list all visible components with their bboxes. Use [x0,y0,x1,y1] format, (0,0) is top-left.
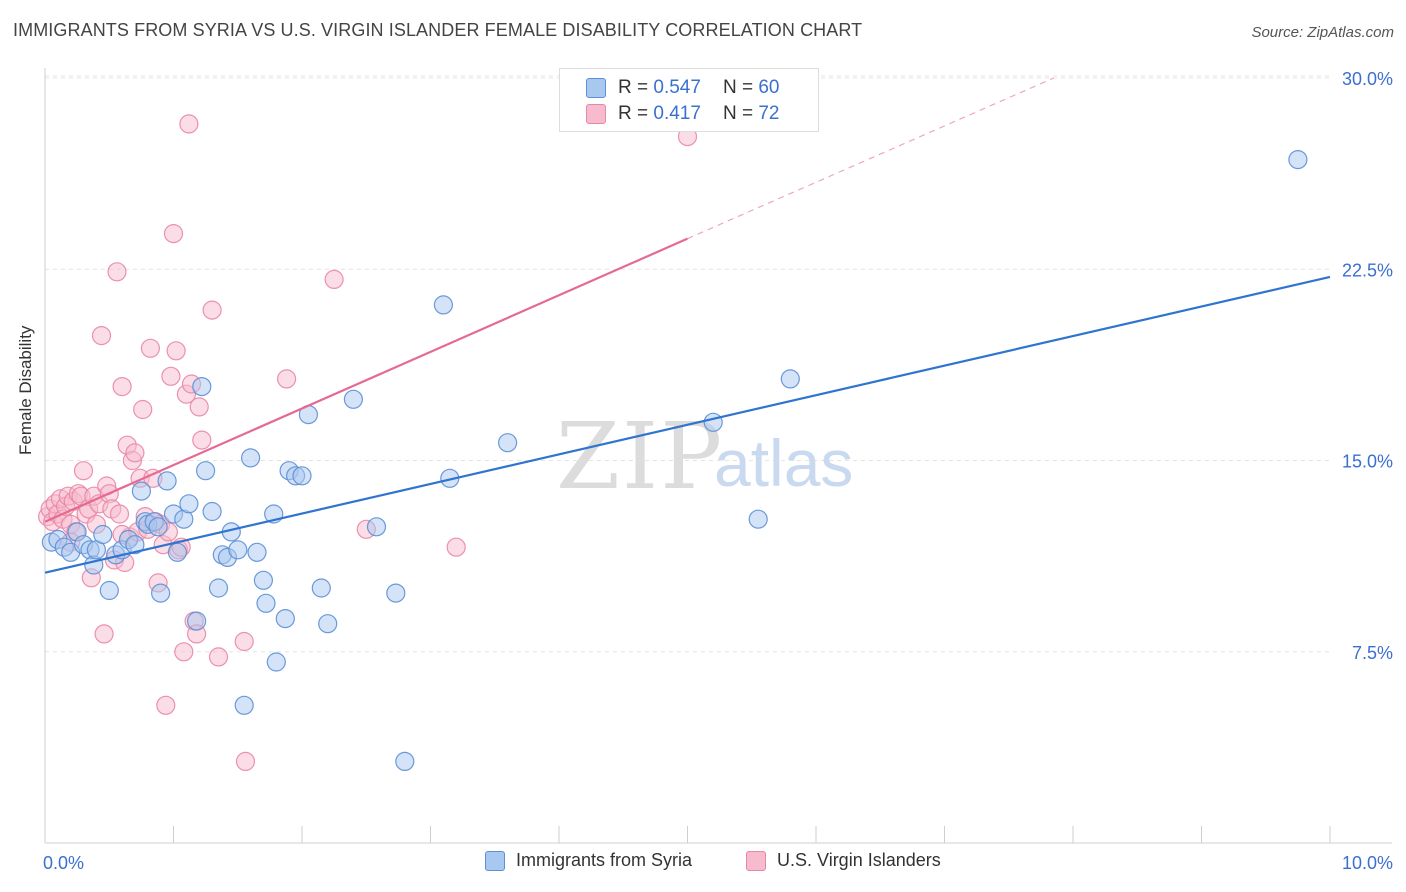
syria-point-58 [780,369,800,389]
virgin-islanders-point-61 [202,300,222,320]
virgin-islanders-trend-extension [687,77,1054,240]
tick-labels: 7.5% 15.0% 22.5% 30.0% 0.0% 10.0% [43,69,1393,873]
syria-point-15 [131,481,151,501]
syria-point-29 [202,501,222,522]
virgin-islanders-point-60 [192,430,212,450]
virgin-islanders-point-55 [179,114,199,134]
bottom-legend-swatch-virgin-islanders [746,850,766,871]
virgin-islanders-trend-line [44,237,688,523]
zipatlas-watermark: ZIP atlas [556,403,853,510]
syria-point-48 [318,614,338,634]
legend-r-label: R = [618,103,649,124]
virgin-islanders-point-22 [94,624,114,644]
series-immigrants-from-syria [41,150,1308,772]
syria-point-26 [187,611,207,631]
syria-point-42 [275,608,295,629]
virgin-islanders-point-50 [166,341,186,361]
bottom-legend-label-virgin-islanders: U.S. Virgin Islanders [777,850,941,870]
legend-row-virgin-islanders: R = 0.417 N = 72 [586,101,779,127]
virgin-islanders-point-40 [140,338,160,358]
y-axis-label: Female Disability [16,325,35,455]
syria-point-38 [253,570,273,590]
y-tick-label-0: 7.5% [1352,643,1393,663]
syria-point-45 [292,466,312,486]
syria-point-37 [247,542,267,562]
syria-point-19 [148,517,168,537]
syria-point-20 [151,583,171,603]
virgin-islanders-point-49 [163,224,184,244]
chart-title: IMMIGRANTS FROM SYRIA VS U.S. VIRGIN ISL… [13,20,863,40]
virgin-islanders-point-27 [107,262,127,282]
legend-row-syria: R = 0.547 N = 60 [586,75,779,101]
syria-point-53 [433,295,453,315]
bottom-legend-virgin-islanders: U.S. Virgin Islanders [746,850,941,871]
virgin-islanders-point-59 [189,397,209,417]
legend-n-label: N = [722,77,754,98]
virgin-islanders-point-37 [133,399,153,420]
correlation-legend: R = 0.547 N = 60 R = 0.417 N = 72 [559,68,819,132]
syria-point-21 [157,471,177,491]
x-tick-label-min: 0.0% [43,853,84,873]
virgin-islanders-point-14 [73,461,94,481]
legend-n-value: 72 [758,103,780,124]
syria-point-35 [234,695,254,715]
syria-point-34 [228,540,248,560]
virgin-islanders-point-46 [156,695,176,715]
virgin-islanders-point-21 [91,326,112,346]
syria-point-23 [167,542,187,562]
syria-point-50 [366,517,387,537]
virgin-islanders-point-63 [234,631,254,652]
virgin-islanders-point-65 [277,369,297,389]
legend-swatch-virgin-islanders [586,104,606,124]
source-label: Source: ZipAtlas.com [1251,24,1394,41]
virgin-islanders-point-62 [208,647,229,667]
legend-n-label: N = [722,103,754,124]
syria-point-39 [256,593,276,613]
watermark-atlas: atlas [714,426,853,500]
virgin-islanders-point-53 [174,642,194,662]
legend-r-value: 0.417 [653,103,701,124]
x-tick-label-max: 10.0% [1342,853,1393,873]
bottom-legend-syria: Immigrants from Syria [485,850,692,871]
syria-point-55 [498,433,518,453]
syria-point-51 [386,583,406,603]
y-tick-label-1: 15.0% [1342,452,1393,472]
syria-point-59 [1288,150,1308,170]
syria-point-47 [311,578,331,598]
trend-lines [44,77,1331,574]
syria-point-28 [196,461,216,481]
grid-lines [45,75,1330,653]
virgin-islanders-point-29 [112,377,132,397]
syria-point-56 [703,412,723,432]
bottom-legend-label-syria: Immigrants from Syria [516,850,693,870]
syria-point-36 [241,448,261,468]
syria-point-49 [343,389,363,409]
y-tick-label-3: 30.0% [1342,69,1393,89]
virgin-islanders-point-34 [125,443,145,463]
watermark-zip: ZIP [556,403,724,510]
y-tick-label-2: 22.5% [1342,260,1393,280]
axes [44,68,1392,844]
virgin-islanders-point-28 [109,504,130,524]
legend-n-value: 60 [758,77,780,98]
legend-r-value: 0.547 [653,77,701,98]
legend-r-label: R = [618,77,649,98]
syria-point-27 [192,377,212,397]
syria-point-9 [93,524,113,545]
syria-point-57 [748,509,768,529]
syria-trend-line [44,275,1331,574]
syria-point-41 [266,652,286,672]
legend-swatch-syria [586,78,606,98]
bottom-legend-swatch-syria [485,850,505,871]
virgin-islanders-point-66 [324,269,344,289]
syria-point-14 [125,535,145,555]
syria-point-10 [99,580,119,601]
syria-point-52 [395,751,415,772]
syria-point-25 [179,494,199,514]
syria-point-30 [208,578,229,598]
virgin-islanders-point-48 [161,366,181,386]
virgin-islanders-point-68 [446,537,466,557]
virgin-islanders-point-64 [235,751,256,772]
